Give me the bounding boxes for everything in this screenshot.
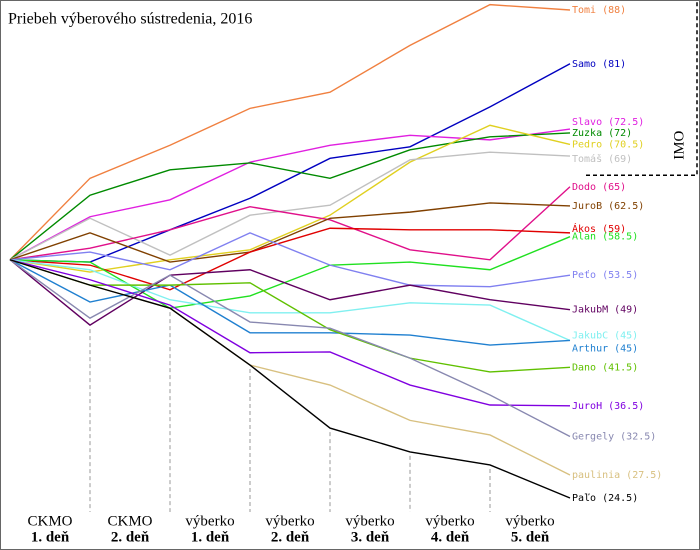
value-label: (45) (614, 330, 638, 341)
value-label: (72.5) (608, 117, 644, 128)
x-tick-label: výberko (505, 513, 554, 529)
series-label: Slavo (72.5) (572, 117, 644, 128)
series-label: Gergely (32.5) (572, 432, 656, 443)
series-name: Dano (572, 362, 596, 373)
series-name: JuroH (572, 401, 602, 412)
series-name: Alan (572, 232, 596, 243)
series-line (9, 202, 571, 263)
annotation-box (586, 0, 698, 176)
series-label: paulinia (27.5) (572, 470, 662, 481)
series-name: Dodo (572, 182, 596, 193)
series-name: Samo (572, 59, 596, 70)
series-name: Tomáš (572, 153, 602, 165)
series-line (9, 151, 571, 261)
x-tick-label: výberko (265, 513, 314, 529)
series-name: Ákos (572, 222, 596, 235)
series-label: Zuzka (72) (572, 128, 632, 139)
series-name: JakubC (572, 330, 608, 341)
series-name: JuroB (572, 201, 602, 212)
value-label: (69) (608, 154, 632, 165)
value-label: (49) (614, 305, 638, 316)
value-label: (88) (602, 5, 626, 16)
value-label: (70.5) (608, 139, 644, 150)
series-label: Arthur (45) (572, 343, 638, 354)
series-label: Tomi (88) (572, 5, 626, 16)
series-line (9, 3, 571, 261)
value-label: (36.5) (608, 401, 644, 412)
value-label: (24.5) (602, 493, 638, 504)
series-label: JuroH (36.5) (572, 401, 644, 412)
series-line (9, 259, 571, 326)
series-name: Gergely (572, 432, 614, 443)
series-label: JakubM (49) (572, 305, 638, 316)
series-label: Samo (81) (572, 59, 626, 70)
series-label: JakubC (45) (572, 330, 638, 341)
series-line (9, 186, 571, 261)
series-name: paulinia (572, 470, 620, 481)
value-label: (81) (602, 59, 626, 70)
x-tick-label: 3. deň (351, 529, 390, 545)
x-tick-label: 1. deň (191, 529, 230, 545)
value-label: (27.5) (626, 470, 662, 481)
series-line (9, 259, 571, 373)
series-name: Peťo (572, 269, 596, 281)
series-label: Dodo (65) (572, 182, 626, 193)
value-label: (59) (602, 224, 626, 235)
x-tick-label: 5. deň (511, 529, 550, 545)
x-tick-label: 2. deň (271, 529, 310, 545)
series-line (9, 259, 571, 346)
series-label: Peťo (53.5) (572, 269, 638, 281)
series-name: JakubM (572, 305, 608, 316)
series-name: Zuzka (572, 128, 602, 139)
x-tick-label: 4. deň (431, 529, 470, 545)
series-line (9, 259, 571, 342)
annotation: IMO (671, 130, 687, 159)
x-tick-label: výberko (425, 513, 474, 529)
series-label: Ákos (59) (572, 222, 626, 235)
series-line (9, 259, 571, 499)
series-label: Dano (41.5) (572, 362, 638, 373)
series-name: Paľo (572, 493, 596, 504)
x-tick-label: CKMO (107, 513, 152, 529)
value-label: (62.5) (608, 201, 644, 212)
value-label: (41.5) (602, 362, 638, 373)
series-line (9, 259, 571, 407)
series-line (9, 259, 571, 438)
value-label: (72) (608, 128, 632, 139)
x-tick-label: CKMO (27, 513, 72, 529)
series-line (9, 236, 571, 309)
x-tick-label: výberko (345, 513, 394, 529)
x-tick-label: 1. deň (31, 529, 70, 545)
series-line (9, 132, 571, 261)
series-label: Alan (58.5) (572, 232, 638, 243)
series-label: Tomáš (69) (572, 153, 632, 165)
series-label: JuroB (62.5) (572, 201, 644, 212)
value-label: (53.5) (602, 270, 638, 281)
chart-title: Priebeh výberového sústredenia, 2016 (8, 11, 252, 28)
series-name: Tomi (572, 5, 596, 16)
series-name: Pedro (572, 139, 602, 150)
series-label: Paľo (24.5) (572, 493, 638, 504)
value-label: (58.5) (602, 232, 638, 243)
series-line (9, 63, 571, 263)
value-label: (65) (602, 182, 626, 193)
series-label: Pedro (70.5) (572, 139, 644, 150)
x-tick-label: výberko (185, 513, 234, 529)
series-line (9, 232, 571, 288)
series-name: Slavo (572, 117, 602, 128)
x-tick-label: 2. deň (111, 529, 150, 545)
value-label: (32.5) (620, 432, 656, 443)
series-name: Arthur (572, 343, 608, 354)
value-label: (45) (614, 343, 638, 354)
